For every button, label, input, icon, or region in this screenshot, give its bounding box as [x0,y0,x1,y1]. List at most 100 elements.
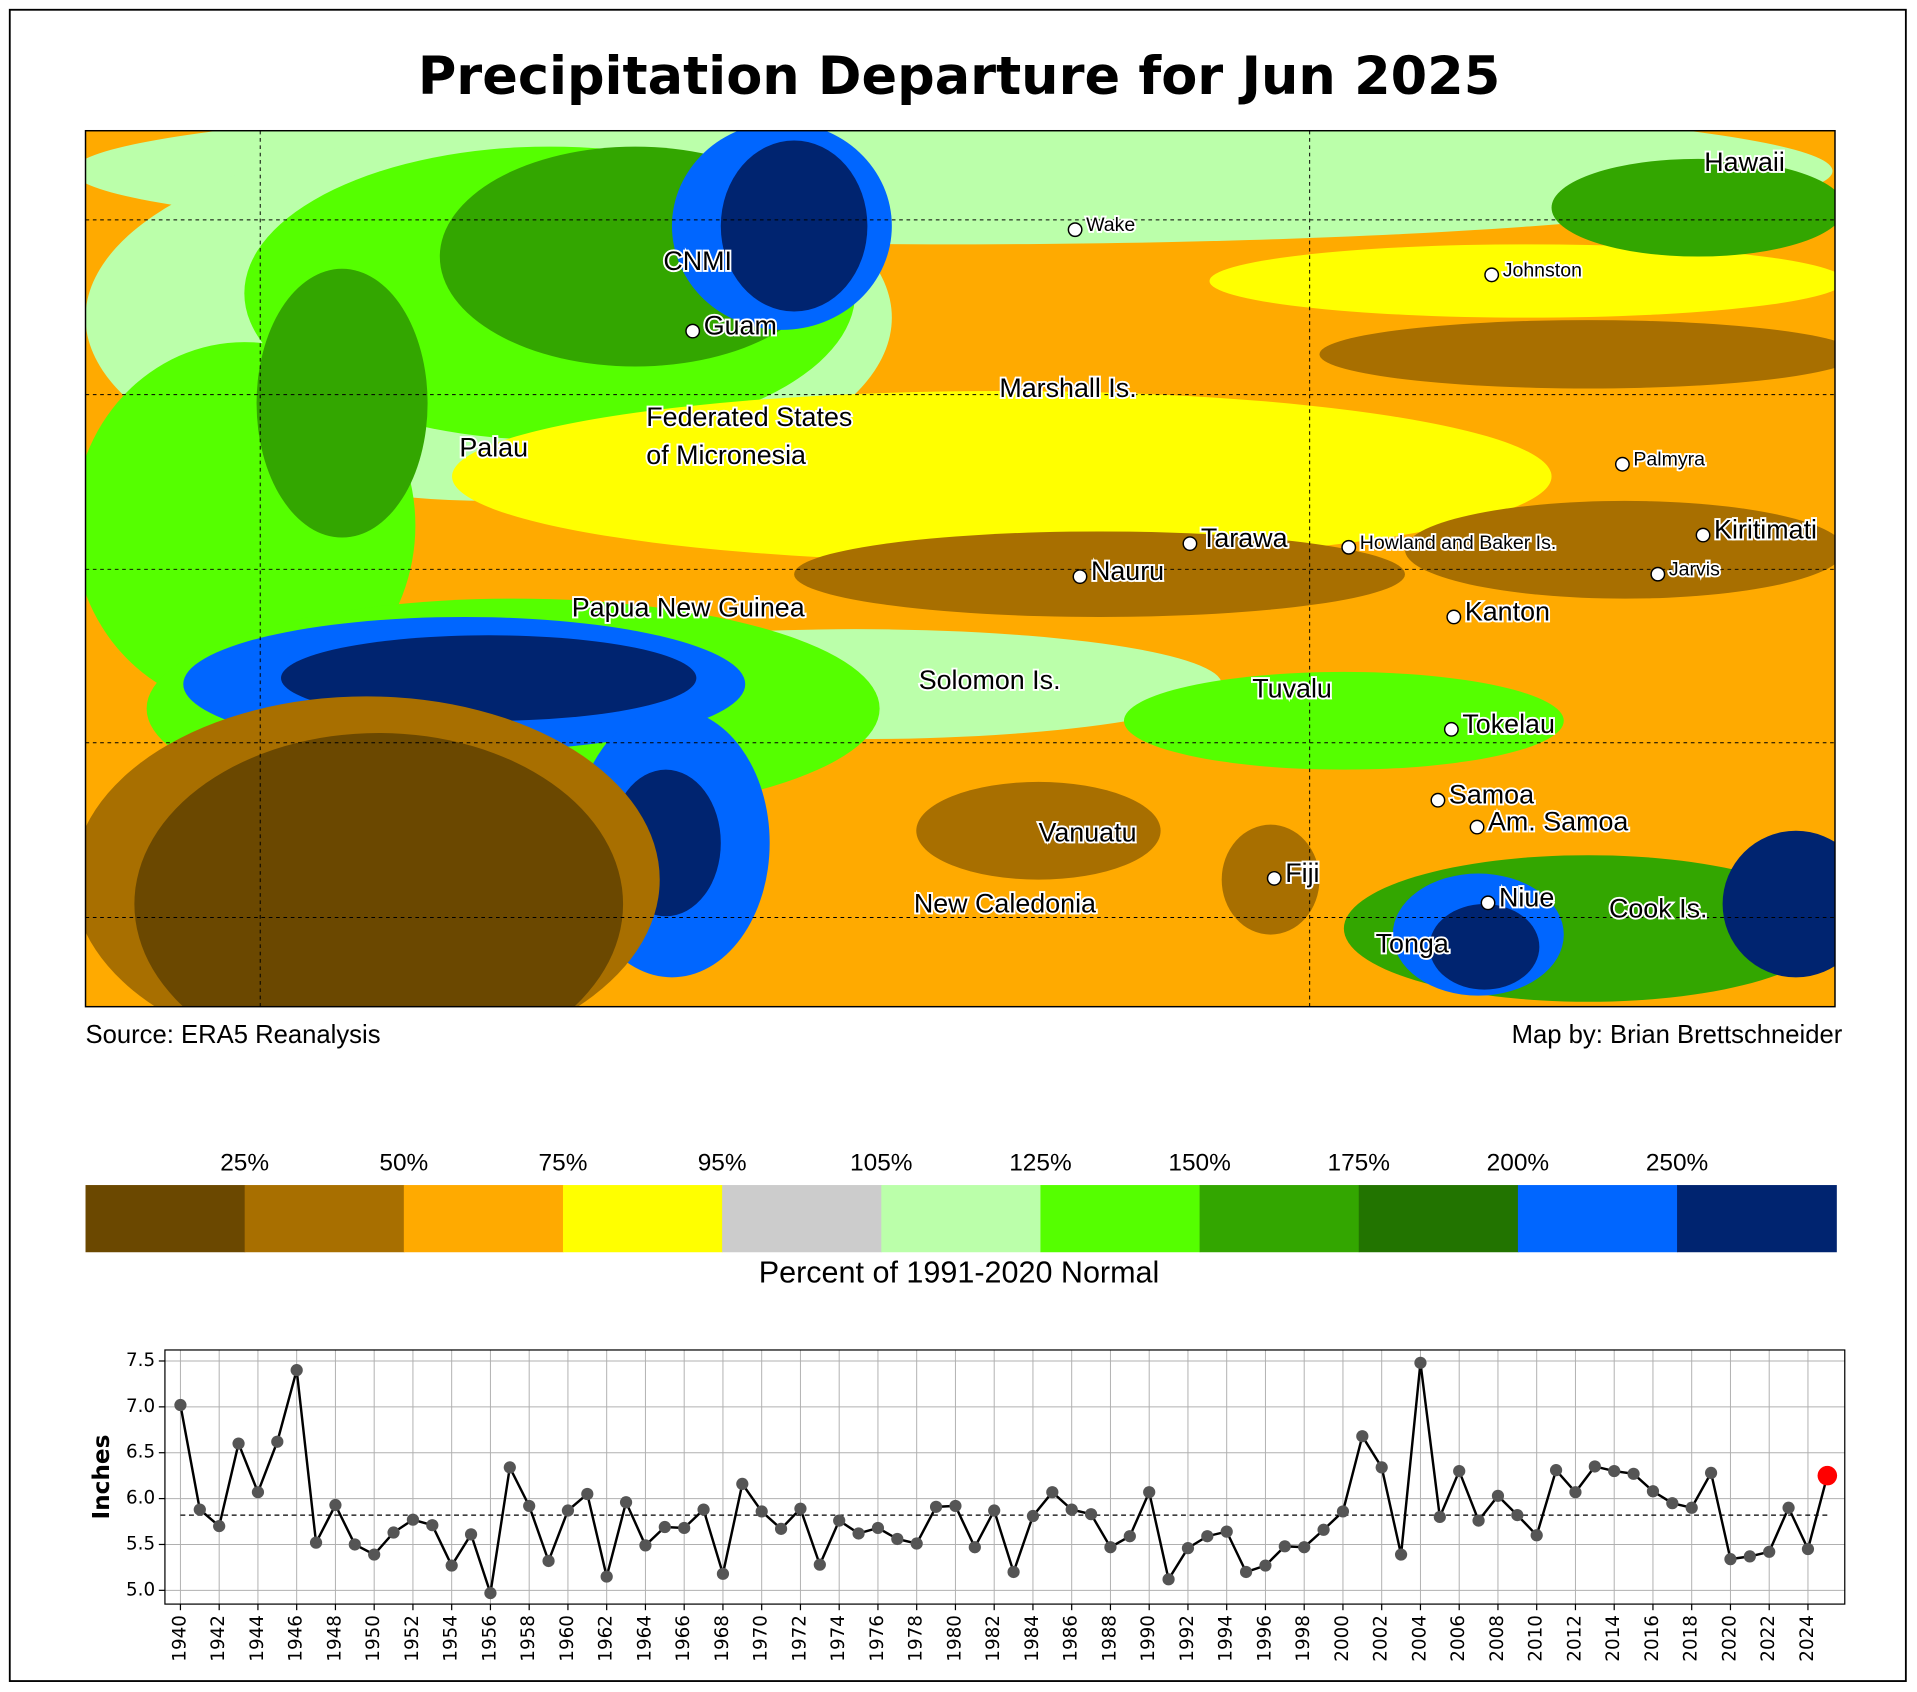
map-border [84,129,1836,1008]
place-label: Palau [459,433,528,463]
y-tick-label: 6.0 [126,1488,155,1509]
place-dot [1067,222,1083,238]
data-point [1181,1542,1195,1555]
place-dot [1484,267,1500,283]
data-point [1143,1486,1156,1499]
colorbar-cell [403,1185,564,1253]
data-line [179,1362,1829,1594]
place-label: Kanton [1465,596,1550,626]
data-point [949,1499,962,1513]
x-tick-label: 1986 [1061,1615,1082,1662]
data-point [1104,1541,1117,1554]
place-label: Wake [1086,214,1135,236]
y-axis-label: Inches [88,1435,115,1520]
data-point [232,1437,245,1450]
x-tick-label: 2024 [1797,1615,1818,1662]
data-point [523,1499,536,1513]
data-point [1317,1523,1330,1536]
data-point [794,1502,807,1515]
data-point [1588,1460,1601,1473]
data-point [774,1522,788,1535]
x-tick-label: 1956 [479,1615,500,1662]
data-point [213,1520,226,1533]
place-label: Tonga [1376,929,1449,959]
place-dot [1480,895,1496,911]
data-point [1336,1505,1350,1518]
plot-frame [164,1349,1846,1605]
data-point [1356,1430,1369,1443]
data-point [1608,1464,1621,1478]
x-tick-label: 2016 [1642,1615,1663,1662]
data-point [910,1537,923,1550]
data-point [1007,1565,1020,1579]
data-point [1491,1489,1505,1502]
colorbar-tick-label: 105% [850,1150,912,1177]
x-tick-label: 1992 [1177,1615,1198,1662]
data-point [445,1559,458,1572]
place-label: Am. Samoa [1488,807,1628,837]
place-label: Vanuatu [1038,818,1136,848]
data-point [503,1461,516,1474]
data-point [1375,1461,1388,1474]
place-label: Fiji [1285,858,1319,888]
colorbar-tick-label: 150% [1168,1150,1230,1177]
place-label: Guam [704,311,777,341]
data-point [929,1500,943,1513]
colorbar-cell [1040,1185,1201,1253]
place-label: New Caledonia [914,888,1096,918]
place-label: Federated States [646,402,852,432]
x-tick-label: 1960 [557,1615,578,1662]
data-point [1433,1510,1446,1524]
place-label: Tarawa [1201,523,1288,553]
x-tick-label: 1994 [1216,1615,1237,1662]
data-point [1065,1503,1078,1516]
x-tick-label: 1954 [441,1615,462,1662]
data-point [736,1477,749,1491]
data-point [716,1567,730,1580]
x-tick-label: 1972 [789,1615,810,1662]
data-point [619,1496,633,1509]
x-tick-label: 2020 [1719,1615,1740,1662]
data-point [833,1514,846,1527]
data-point [1084,1508,1098,1521]
colorbar-cell [1199,1185,1360,1253]
place-label: Cook Is. [1609,893,1708,923]
data-point [1046,1486,1059,1499]
data-point [1530,1529,1543,1542]
data-point [329,1498,342,1512]
x-tick-label: 1950 [363,1615,384,1662]
place-dot [1182,536,1198,552]
data-point [1239,1565,1253,1579]
colorbar-tick-label: 75% [539,1150,588,1177]
data-point [484,1586,497,1600]
data-point [1511,1508,1524,1522]
colorbar-cell [85,1185,246,1253]
x-tick-label: 2010 [1526,1615,1547,1662]
colorbar-cell [881,1185,1042,1253]
place-dot [1614,456,1630,472]
colorbar-cell [722,1185,882,1253]
map-field [85,130,1835,1007]
data-point [1414,1356,1427,1369]
data-point [1743,1550,1756,1563]
data-point [251,1486,265,1499]
data-point [1394,1548,1408,1561]
place-dot [1695,527,1711,543]
colorbar-tick-label: 175% [1328,1150,1390,1177]
place-label: Hawaii [1704,147,1785,177]
colorbar-cell [1677,1185,1837,1253]
x-tick-label: 2002 [1371,1615,1392,1662]
data-point [1201,1530,1214,1543]
place-label: Kiritimati [1714,515,1817,545]
data-point [1472,1514,1485,1527]
data-point [697,1503,710,1516]
data-point [813,1558,826,1571]
chart: 5.0 5.5 6.0 6.5 7.0 7.5 1940 1942 1944 1946 1948 19… [126,1349,1846,1662]
data-point [1162,1573,1175,1586]
data-point [1453,1464,1466,1478]
data-point [658,1520,671,1534]
x-tick-label: 2012 [1564,1615,1585,1662]
places: Hawaii Wake Johnston CNMI Guam Marshall Is. Fe… [458,145,1819,961]
